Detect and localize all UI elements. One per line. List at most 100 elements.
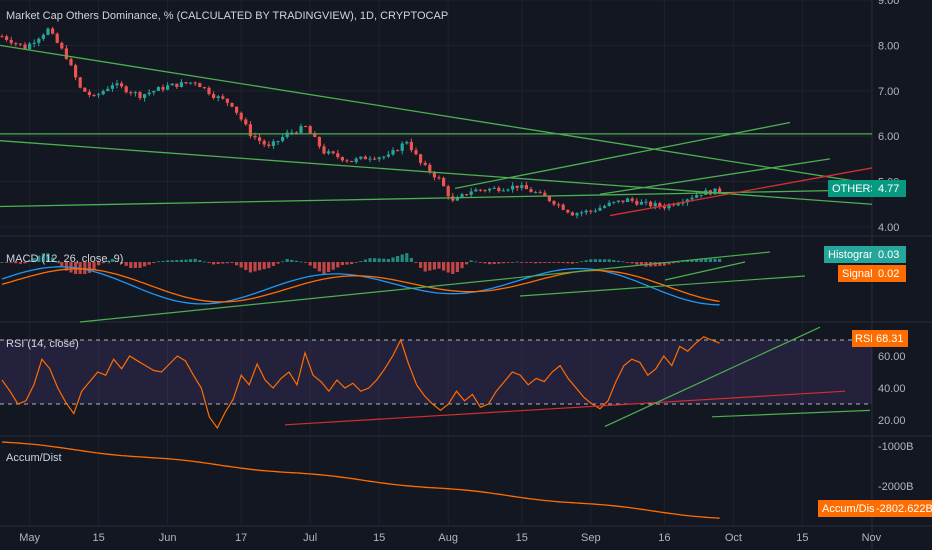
candle-body[interactable] [14, 43, 18, 45]
trend-line[interactable] [0, 44, 873, 185]
candle-body[interactable] [681, 202, 685, 204]
candle-body[interactable] [143, 94, 147, 98]
candle-body[interactable] [621, 200, 625, 203]
candle-body[interactable] [672, 204, 676, 206]
trend-line[interactable] [599, 158, 831, 195]
candle-body[interactable] [373, 158, 377, 160]
candle-body[interactable] [322, 146, 326, 154]
candle-body[interactable] [97, 94, 101, 96]
macd-trend-line[interactable] [519, 275, 806, 297]
candle-body[interactable] [649, 201, 653, 207]
candle-body[interactable] [189, 82, 193, 84]
candle-body[interactable] [120, 83, 124, 87]
candle-body[interactable] [55, 33, 59, 43]
candle-body[interactable] [37, 38, 41, 43]
candle-body[interactable] [690, 197, 694, 200]
candle-body[interactable] [83, 87, 87, 92]
candle-body[interactable] [336, 153, 340, 158]
candle-body[interactable] [212, 94, 216, 98]
candle-body[interactable] [267, 144, 271, 146]
candle-body[interactable] [216, 96, 220, 98]
candle-body[interactable] [304, 126, 308, 128]
candle-body[interactable] [506, 189, 510, 191]
candle-body[interactable] [547, 196, 551, 202]
candle-body[interactable] [345, 160, 349, 162]
trend-line[interactable] [0, 140, 873, 205]
candle-body[interactable] [534, 192, 538, 194]
candle-body[interactable] [557, 204, 561, 206]
candle-body[interactable] [23, 44, 27, 50]
candle-body[interactable] [235, 106, 239, 113]
candle-body[interactable] [497, 187, 501, 192]
candle-body[interactable] [340, 157, 344, 161]
candle-body[interactable] [51, 28, 55, 34]
candle-body[interactable] [460, 194, 464, 198]
candle-body[interactable] [423, 162, 427, 165]
candle-body[interactable] [18, 43, 22, 45]
candle-body[interactable] [207, 87, 211, 95]
rsi-pane[interactable] [0, 326, 872, 430]
candle-body[interactable] [262, 140, 266, 145]
candle-body[interactable] [713, 188, 717, 195]
candle-body[interactable] [193, 82, 197, 84]
candle-body[interactable] [377, 157, 381, 160]
candle-body[interactable] [202, 87, 206, 89]
candle-body[interactable] [382, 156, 386, 158]
candle-body[interactable] [9, 39, 13, 44]
candle-body[interactable] [110, 85, 114, 89]
candle-body[interactable] [138, 92, 142, 98]
candle-body[interactable] [538, 192, 542, 194]
candle-body[interactable] [580, 212, 584, 214]
candle-body[interactable] [639, 202, 643, 205]
candle-body[interactable] [653, 203, 657, 207]
candle-body[interactable] [511, 185, 515, 190]
candle-body[interactable] [667, 204, 671, 209]
candle-body[interactable] [635, 200, 639, 205]
candle-body[interactable] [419, 154, 423, 163]
macd-pane[interactable] [0, 251, 806, 323]
candle-body[interactable] [391, 150, 395, 155]
candle-body[interactable] [442, 177, 446, 187]
candle-body[interactable] [501, 190, 505, 192]
rsi-trend-line[interactable] [604, 326, 821, 427]
candle-body[interactable] [133, 92, 137, 94]
candle-body[interactable] [60, 42, 64, 49]
candle-body[interactable] [64, 48, 68, 60]
candle-body[interactable] [529, 189, 533, 193]
candle-body[interactable] [515, 185, 519, 188]
candle-body[interactable] [405, 141, 409, 144]
accum-dist-line[interactable] [1, 441, 720, 519]
candle-body[interactable] [184, 82, 188, 84]
candle-body[interactable] [598, 207, 602, 211]
candle-body[interactable] [359, 156, 363, 159]
candle-body[interactable] [317, 137, 321, 147]
candle-body[interactable] [78, 77, 82, 88]
candle-body[interactable] [147, 92, 151, 95]
candle-body[interactable] [294, 132, 298, 134]
candle-body[interactable] [221, 96, 225, 99]
candle-body[interactable] [570, 212, 574, 216]
candle-body[interactable] [258, 137, 262, 141]
candle-body[interactable] [630, 198, 634, 201]
candle-body[interactable] [465, 194, 469, 196]
candle-body[interactable] [248, 124, 252, 136]
candle-body[interactable] [566, 209, 570, 213]
candle-body[interactable] [87, 91, 91, 96]
candle-body[interactable] [170, 83, 174, 86]
candle-body[interactable] [662, 206, 666, 209]
candle-body[interactable] [32, 42, 36, 44]
candle-body[interactable] [543, 192, 547, 197]
rsi-trend-line[interactable] [284, 390, 846, 426]
candle-body[interactable] [285, 132, 289, 137]
candle-body[interactable] [239, 112, 243, 120]
candle-body[interactable] [327, 151, 331, 154]
candle-body[interactable] [524, 185, 528, 190]
candle-body[interactable] [253, 135, 257, 138]
candle-body[interactable] [198, 83, 202, 88]
candle-body[interactable] [101, 91, 105, 95]
candle-body[interactable] [676, 203, 680, 206]
candle-body[interactable] [179, 82, 183, 87]
candle-body[interactable] [437, 177, 441, 179]
candle-body[interactable] [41, 34, 45, 39]
